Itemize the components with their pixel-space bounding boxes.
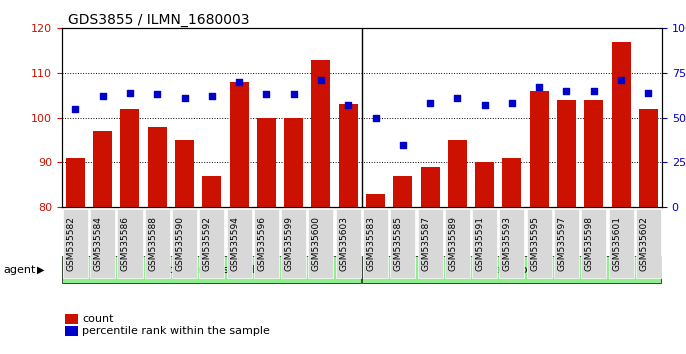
Text: GSM535588: GSM535588 [148,216,157,271]
Point [179,95,190,101]
Bar [448,140,467,207]
Point [506,101,517,106]
Point [70,106,81,112]
Point [479,102,490,108]
Text: GSM535601: GSM535601 [612,216,621,271]
Bar [611,42,630,207]
FancyBboxPatch shape [62,256,362,284]
Bar [475,162,494,207]
Bar [284,118,303,207]
Point [589,88,600,94]
Text: GSM535597: GSM535597 [558,216,567,271]
Text: GSM535592: GSM535592 [203,216,212,271]
Bar [502,158,521,207]
Bar [366,194,385,207]
Point [124,90,135,96]
Point [152,92,163,97]
Point [234,79,245,85]
Bar [175,140,194,207]
Text: GSM535586: GSM535586 [121,216,130,271]
Point [343,102,354,108]
Text: GSM535603: GSM535603 [339,216,348,271]
Point [425,101,436,106]
Point [452,95,463,101]
Text: GSM535602: GSM535602 [639,216,648,271]
Text: GSM535596: GSM535596 [257,216,266,271]
Point [316,77,327,83]
Point [288,92,299,97]
Text: agent: agent [3,265,36,275]
Bar [421,167,440,207]
Text: GSM535590: GSM535590 [176,216,185,271]
Text: GSM535591: GSM535591 [475,216,484,271]
Bar [639,109,658,207]
Text: GSM535582: GSM535582 [67,216,75,271]
Text: GSM535585: GSM535585 [394,216,403,271]
Text: GSM535595: GSM535595 [530,216,539,271]
Point [534,85,545,90]
Text: count: count [82,314,114,324]
Point [615,77,626,83]
Text: ▶: ▶ [38,265,45,275]
FancyBboxPatch shape [362,256,661,284]
Point [206,93,217,99]
Text: estrogen-based HRT: estrogen-based HRT [156,265,268,275]
Bar [393,176,412,207]
Bar [121,109,139,207]
Text: GSM535599: GSM535599 [285,216,294,271]
Text: GSM535584: GSM535584 [94,216,103,271]
Bar [202,176,222,207]
Bar [257,118,276,207]
Text: percentile rank within the sample: percentile rank within the sample [82,326,270,336]
Text: GSM535598: GSM535598 [584,216,594,271]
Point [261,92,272,97]
Text: GSM535593: GSM535593 [503,216,512,271]
Bar [311,59,331,207]
Text: GSM535600: GSM535600 [312,216,321,271]
Text: GSM535594: GSM535594 [230,216,239,271]
Bar [93,131,113,207]
Point [370,115,381,121]
Text: GSM535583: GSM535583 [366,216,375,271]
Bar [147,127,167,207]
Bar [230,82,248,207]
Point [397,142,408,147]
Text: GDS3855 / ILMN_1680003: GDS3855 / ILMN_1680003 [68,13,249,27]
Text: GSM535587: GSM535587 [421,216,430,271]
Bar [66,158,85,207]
Text: control: control [493,265,531,275]
Bar [530,91,549,207]
Point [561,88,572,94]
Bar [584,100,603,207]
Bar [339,104,358,207]
Point [643,90,654,96]
Point [97,93,108,99]
Text: GSM535589: GSM535589 [449,216,458,271]
Bar [557,100,576,207]
